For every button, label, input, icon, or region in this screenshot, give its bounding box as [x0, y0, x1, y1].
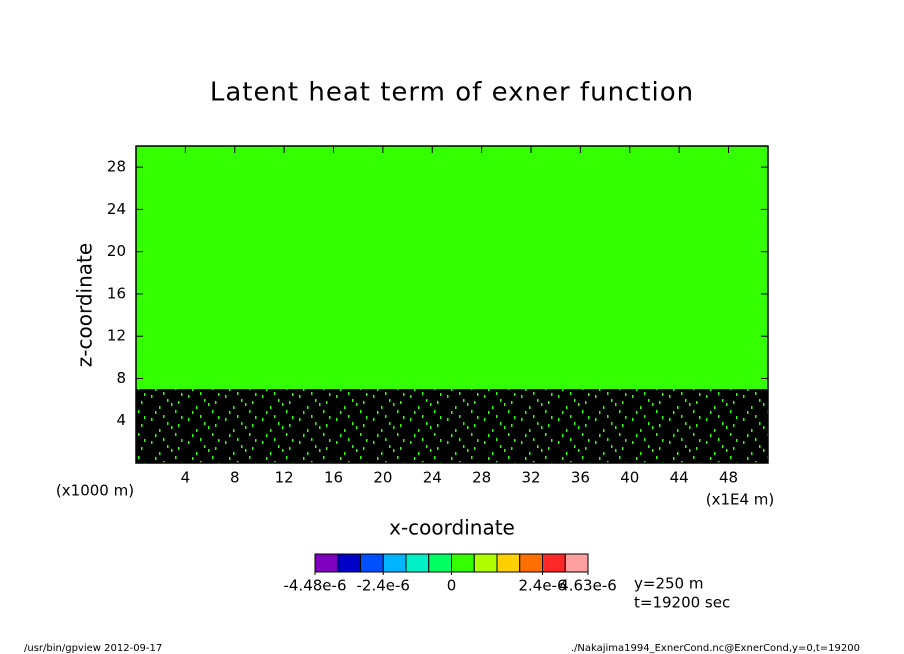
annotation: t=19200 sec: [634, 594, 730, 612]
colorbar-box: [337, 553, 361, 573]
colorbar-box: [428, 553, 452, 573]
colorbar-label: -4.48e-6: [284, 577, 347, 595]
y-tick-label: 20: [107, 242, 126, 260]
colorbar-box: [451, 553, 475, 573]
y-tick-label: 28: [107, 158, 126, 176]
x-tick-label: 24: [423, 469, 442, 487]
x-tick-label: 44: [670, 469, 689, 487]
x-tick-label: 40: [620, 469, 639, 487]
y-axis-label: z-coordinate: [73, 243, 97, 367]
colorbar-box: [382, 553, 407, 573]
colorbar-box: [360, 553, 384, 573]
colorbar-box: [473, 553, 498, 573]
y-tick-label: 12: [107, 327, 126, 345]
x-tick-label: 36: [571, 469, 590, 487]
chart-title: Latent heat term of exner function: [210, 78, 694, 108]
colorbar-box: [564, 553, 589, 573]
colorbar-label: -2.4e-6: [357, 577, 410, 595]
footer-right: ./Nakajima1994_ExnerCond.nc@ExnerCond,y=…: [571, 643, 860, 654]
shaded-region: [136, 146, 768, 390]
x-axis-label: x-coordinate: [389, 516, 515, 540]
colorbar-box: [542, 553, 566, 573]
colorbar-box: [496, 553, 521, 573]
x-tick-label: 48: [719, 469, 738, 487]
colorbar-label: 0: [447, 577, 457, 595]
x-unit: (x1E4 m): [706, 491, 775, 509]
y-unit: (x1000 m): [56, 482, 134, 500]
x-tick-label: 12: [275, 469, 294, 487]
x-tick-label: 16: [324, 469, 343, 487]
x-tick-label: 32: [521, 469, 540, 487]
colorbar-label: 4.63e-6: [559, 577, 617, 595]
x-tick-label: 4: [181, 469, 191, 487]
annotation: y=250 m: [634, 575, 703, 593]
plot-frame: [135, 145, 769, 464]
footer-left: /usr/bin/gpview 2012-09-17: [24, 643, 162, 654]
x-tick-label: 8: [230, 469, 240, 487]
y-tick-label: 16: [107, 284, 126, 302]
colorbar-label: 2.4e-6: [518, 577, 566, 595]
colorbar-box: [405, 553, 430, 573]
colorbar-box: [519, 553, 543, 573]
speckle-overlay: [136, 389, 768, 463]
colorbar-box: [314, 553, 339, 573]
y-tick-label: 8: [116, 369, 126, 387]
y-tick-label: 24: [107, 200, 126, 218]
x-tick-label: 20: [373, 469, 392, 487]
y-tick-label: 4: [116, 411, 126, 429]
x-tick-label: 28: [472, 469, 491, 487]
